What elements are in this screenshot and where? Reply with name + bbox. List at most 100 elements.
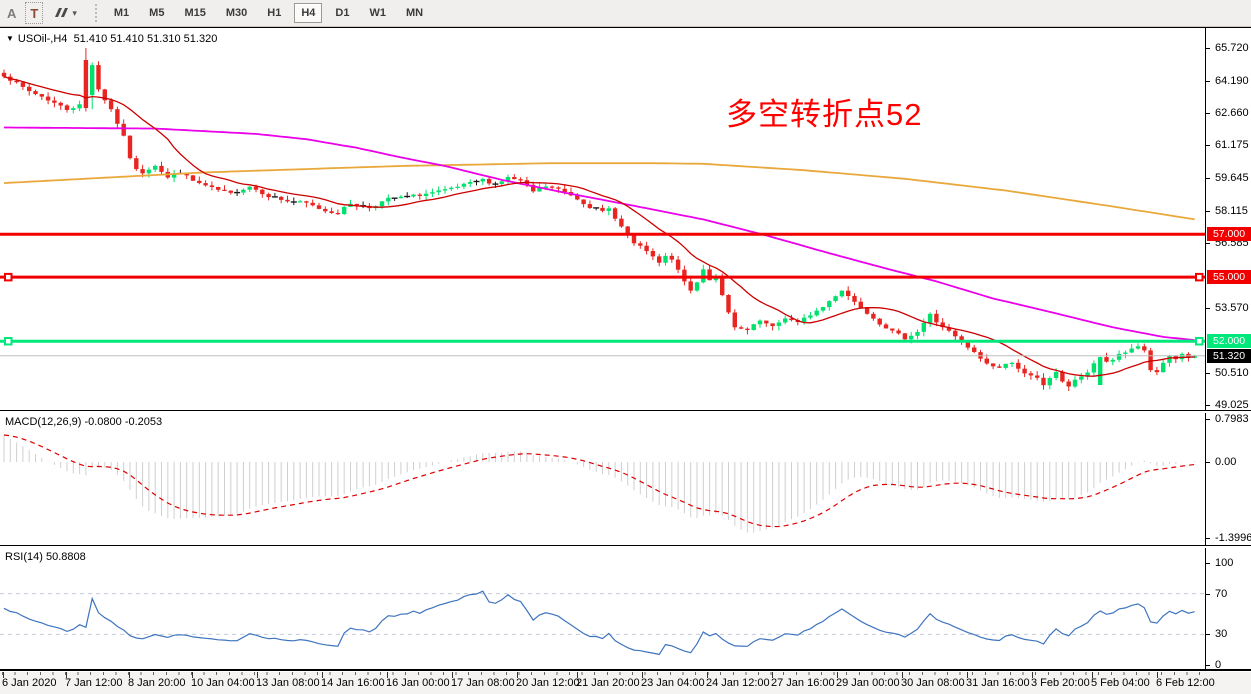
axis-tick-label: 58.115	[1215, 205, 1248, 217]
macd-plot	[3, 434, 1196, 533]
ma-orange	[3, 162, 1195, 221]
axis-tick-label: 50.510	[1215, 367, 1249, 379]
time-axis-tick	[967, 672, 968, 678]
styles-icon	[55, 8, 69, 17]
time-axis-minor-ticks	[2, 672, 1202, 675]
tf-mn-button[interactable]: MN	[405, 7, 424, 19]
time-axis-label: 7 Jan 12:00	[65, 677, 123, 689]
annotate-text-button[interactable]: A	[7, 5, 17, 21]
caret-down-icon: ▾	[72, 7, 77, 18]
macd-panel[interactable]: MACD(12,26,9) -0.0800 -0.2053	[0, 413, 1205, 545]
tf-h1-button[interactable]: H1	[267, 7, 282, 19]
hline-objects[interactable]	[0, 232, 1205, 346]
symbol-dropdown-icon[interactable]: ▼	[6, 34, 14, 43]
time-axis-tick	[772, 672, 773, 678]
axis-tick-label: 61.175	[1215, 139, 1249, 151]
price-badge: 57.000	[1207, 227, 1251, 241]
symbol-label: USOil-,H4	[17, 33, 68, 45]
time-axis-tick	[66, 672, 67, 678]
price-badge: 51.320	[1207, 349, 1251, 363]
candlestick-plot[interactable]	[0, 28, 1205, 410]
axis-tick-label: 62.660	[1215, 107, 1249, 119]
time-axis-label: 27 Jan 16:00	[771, 677, 835, 689]
text-label-tool-button[interactable]: T	[25, 2, 44, 24]
toolbar: A T ▾ M1 M5 M15 M30 H1 H4 D1 W1 MN	[0, 0, 1251, 27]
macd-label: MACD(12,26,9) -0.0800 -0.2053	[5, 416, 163, 428]
time-axis-label: 20 Jan 12:00	[516, 677, 580, 689]
tf-d1-button[interactable]: D1	[335, 7, 350, 19]
macd-histogram	[3, 435, 1196, 533]
price-chart-panel[interactable]: ▼ USOil-,H4 51.410 51.410 51.310 51.320 多…	[0, 28, 1205, 410]
axis-tick-label: 0	[1215, 659, 1222, 671]
tf-m1-button[interactable]: M1	[113, 7, 130, 19]
time-axis-tick	[642, 672, 643, 678]
axis-tick-label: 53.570	[1215, 302, 1249, 314]
annotation-text: 多空转折点52	[726, 97, 923, 132]
axis-tick-label: 64.190	[1215, 75, 1249, 87]
price-badge: 55.000	[1207, 270, 1251, 284]
tf-m30-button[interactable]: M30	[225, 7, 248, 19]
time-axis-tick	[387, 672, 388, 678]
time-axis-tick	[257, 672, 258, 678]
time-axis-label: 17 Jan 08:00	[451, 677, 515, 689]
axis-tick-label: 70	[1215, 588, 1228, 600]
rsi-axis: 100 70 30 0	[1205, 548, 1251, 671]
styles-dropdown-button[interactable]: ▾	[49, 3, 82, 23]
axis-tick-label: 0.7983	[1215, 413, 1249, 425]
time-axis-tick	[902, 672, 903, 678]
time-axis-tick	[3, 672, 4, 678]
time-axis-tick	[517, 672, 518, 678]
price-badge: 52.000	[1207, 334, 1251, 348]
time-axis-label: 6 Feb 12:00	[1156, 677, 1215, 689]
ma-red	[3, 75, 1195, 377]
time-axis-tick	[192, 672, 193, 678]
tf-m15-button[interactable]: M15	[184, 7, 206, 19]
panel-divider	[0, 669, 1251, 671]
ma-magenta	[4, 126, 1195, 341]
rsi-plot	[0, 590, 1205, 656]
time-axis-label: 10 Jan 04:00	[191, 677, 255, 689]
time-axis-label: 24 Jan 12:00	[706, 677, 770, 689]
time-axis-label: 6 Jan 2020	[2, 677, 57, 689]
chart-title: ▼ USOil-,H4 51.410 51.410 51.310 51.320	[6, 33, 217, 45]
axis-tick-label: 65.720	[1215, 42, 1249, 54]
time-axis-tick	[1032, 672, 1033, 678]
axis-tick-label: 30	[1215, 628, 1228, 640]
price-axis: 65.720 64.190 62.660 61.175 59.645 58.115 56.5…	[1205, 28, 1251, 411]
macd-axis: 0.7983 0.00 -1.3996	[1205, 413, 1251, 545]
time-axis-label: 16 Jan 00:00	[386, 677, 450, 689]
time-axis-tick	[1092, 672, 1093, 678]
time-axis-tick	[707, 672, 708, 678]
time-axis-tick	[837, 672, 838, 678]
time-axis-label: 14 Jan 16:00	[321, 677, 385, 689]
time-axis-label: 31 Jan 16:00	[966, 677, 1030, 689]
toolbar-separator	[93, 3, 98, 23]
time-axis: 6 Jan 2020 7 Jan 12:00 8 Jan 20:00 10 Jan 0…	[0, 672, 1251, 694]
chart-frame-top-border	[0, 27, 1251, 28]
ohlc-values: 51.410 51.410 51.310 51.320	[73, 33, 218, 45]
time-axis-label: 29 Jan 00:00	[836, 677, 900, 689]
time-axis-label: 8 Jan 20:00	[128, 677, 186, 689]
rsi-line	[3, 590, 1195, 656]
time-axis-label: 5 Feb 04:00	[1091, 677, 1150, 689]
axis-tick-label: 59.645	[1215, 172, 1249, 184]
rsi-label: RSI(14) 50.8808	[5, 551, 86, 563]
time-axis-label: 13 Jan 08:00	[256, 677, 320, 689]
time-axis-label: 30 Jan 08:00	[901, 677, 965, 689]
axis-tick-label: -1.3996	[1215, 532, 1251, 544]
candles-layer	[1, 48, 1197, 391]
tf-m5-button[interactable]: M5	[149, 7, 165, 19]
time-axis-tick	[129, 672, 130, 678]
rsi-panel[interactable]: RSI(14) 50.8808	[0, 548, 1205, 669]
time-axis-tick	[577, 672, 578, 678]
time-axis-tick	[322, 672, 323, 678]
axis-tick-label: 0.00	[1215, 456, 1237, 468]
time-axis-label: 3 Feb 20:00	[1031, 677, 1090, 689]
axis-tick-label: 49.025	[1215, 399, 1249, 411]
time-axis-tick	[452, 672, 453, 678]
time-axis-label: 21 Jan 20:00	[576, 677, 640, 689]
tf-w1-button[interactable]: W1	[369, 7, 386, 19]
tf-h4-button[interactable]: H4	[294, 3, 323, 23]
axis-tick-label: 100	[1215, 557, 1234, 569]
macd-signal-line	[3, 434, 1195, 528]
